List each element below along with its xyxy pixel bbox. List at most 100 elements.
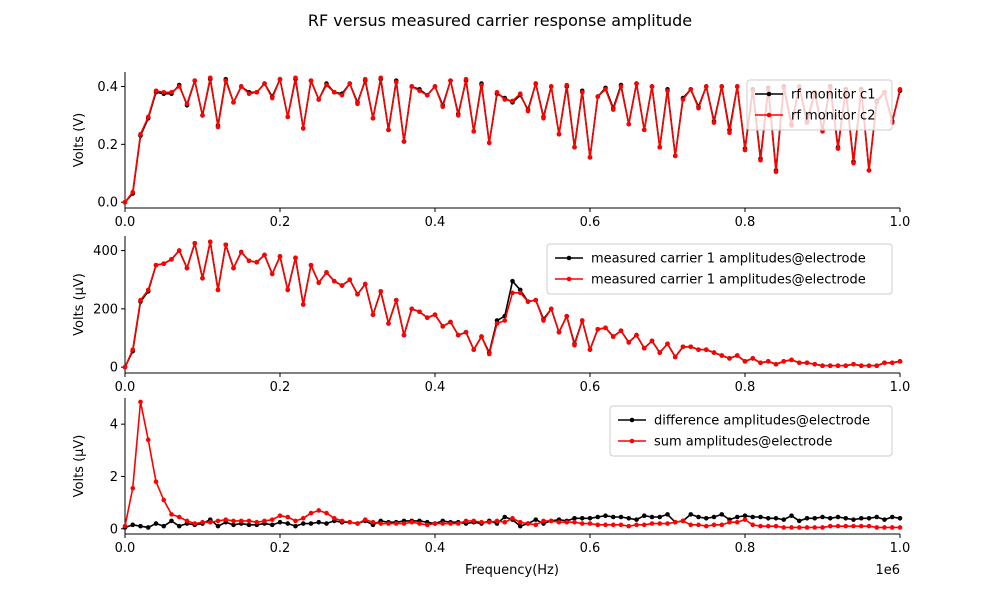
- data-point: [820, 514, 825, 520]
- data-point: [424, 522, 430, 528]
- data-point: [262, 518, 267, 524]
- data-point: [393, 79, 399, 85]
- data-point: [347, 81, 353, 86]
- x-tick-label: 0.6: [580, 215, 601, 230]
- y-tick-label: 2: [110, 470, 118, 485]
- data-point: [649, 84, 655, 89]
- data-point: [742, 147, 748, 153]
- data-point: [207, 75, 213, 81]
- data-point: [324, 510, 329, 516]
- data-point: [324, 521, 329, 526]
- data-point: [525, 108, 531, 114]
- data-point: [564, 313, 570, 319]
- data-point: [223, 517, 229, 522]
- data-point: [595, 522, 601, 528]
- y-tick-label: 4: [110, 418, 118, 433]
- data-point: [285, 521, 291, 526]
- data-point: [331, 516, 337, 521]
- data-point: [843, 516, 849, 521]
- data-point: [742, 359, 748, 364]
- data-point: [145, 437, 151, 443]
- data-point: [572, 144, 577, 150]
- data-point: [277, 254, 283, 259]
- data-point: [657, 144, 663, 150]
- panel-difference-sum: 0.0 0.2 0.4 0.6 0.8 1.0 0 2 4 Volts (μV) differenc…: [72, 398, 910, 556]
- data-point: [207, 239, 213, 245]
- data-point: [742, 513, 748, 518]
- data-point: [223, 78, 229, 83]
- data-point: [502, 97, 508, 102]
- data-point: [843, 523, 849, 529]
- data-point: [510, 290, 515, 296]
- data-point: [595, 94, 601, 99]
- data-point: [595, 514, 601, 520]
- data-point: [820, 525, 825, 530]
- data-point: [455, 113, 461, 118]
- data-point: [161, 89, 167, 95]
- data-point: [727, 519, 732, 525]
- data-point: [804, 516, 810, 521]
- data-point: [703, 516, 709, 521]
- data-point: [401, 521, 407, 526]
- data-point: [192, 78, 198, 83]
- data-point: [293, 518, 298, 524]
- data-point: [448, 78, 453, 83]
- data-point: [145, 525, 151, 530]
- data-point: [269, 522, 275, 528]
- data-point: [610, 522, 616, 528]
- data-point: [564, 519, 570, 525]
- data-point: [641, 522, 647, 528]
- x-tick-label: 0.4: [425, 541, 446, 556]
- data-point: [417, 309, 422, 315]
- data-point: [827, 363, 833, 369]
- x-tick-label: 0.4: [425, 380, 446, 395]
- data-point: [610, 334, 616, 339]
- data-point: [781, 517, 787, 522]
- data-point: [572, 519, 577, 525]
- data-point: [293, 255, 298, 261]
- x-tick-label: 0.2: [270, 380, 291, 395]
- data-point: [424, 315, 430, 320]
- data-point: [331, 278, 337, 284]
- data-point: [703, 347, 709, 352]
- data-point: [634, 517, 639, 522]
- data-point: [192, 240, 198, 246]
- y-tick-label: 0.0: [97, 196, 118, 211]
- data-point: [440, 104, 446, 110]
- data-point: [603, 87, 608, 92]
- data-point: [486, 140, 492, 146]
- data-point: [649, 514, 655, 520]
- data-point: [734, 514, 740, 520]
- data-point: [688, 87, 694, 92]
- data-point: [882, 360, 887, 366]
- data-point: [331, 89, 337, 95]
- data-point: [130, 522, 136, 528]
- data-point: [579, 318, 585, 323]
- data-point: [378, 521, 384, 526]
- data-point: [153, 262, 159, 268]
- data-point: [308, 78, 314, 83]
- data-point: [138, 297, 143, 303]
- data-point: [347, 277, 353, 283]
- data-point: [897, 516, 903, 521]
- legend: measured carrier 1 amplitudes@electrode m…: [546, 243, 893, 295]
- data-point: [285, 287, 291, 293]
- data-point: [843, 363, 849, 369]
- x-tick-label: 0.0: [115, 215, 136, 230]
- data-point: [765, 523, 771, 529]
- data-point: [440, 521, 446, 526]
- data-point: [711, 514, 717, 520]
- data-point: [711, 350, 717, 355]
- data-point: [161, 523, 167, 529]
- data-point: [889, 525, 895, 530]
- data-point: [502, 519, 508, 525]
- legend-swatch-marker: [629, 438, 635, 444]
- data-point: [696, 514, 701, 520]
- data-point: [572, 343, 577, 348]
- x-tick-label: 0.0: [115, 380, 136, 395]
- data-point: [742, 517, 748, 522]
- data-point: [734, 353, 740, 358]
- data-point: [215, 523, 221, 529]
- data-point: [448, 319, 453, 325]
- data-point: [889, 514, 895, 520]
